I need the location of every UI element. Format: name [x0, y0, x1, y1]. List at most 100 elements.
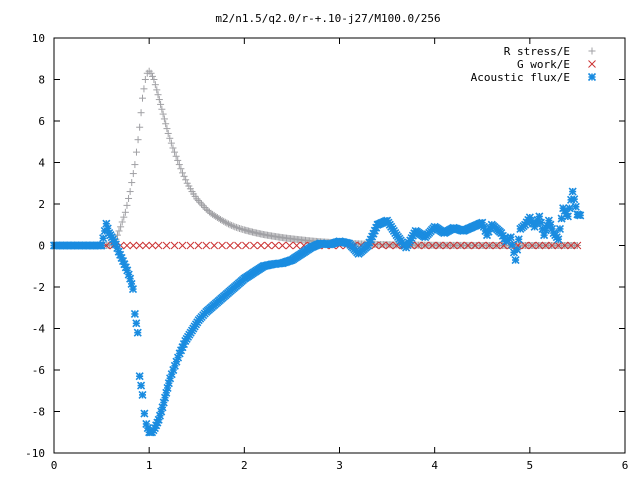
data-point — [223, 219, 231, 227]
data-point — [121, 208, 129, 216]
x-tick-label: 2 — [241, 459, 248, 472]
data-point — [385, 241, 394, 250]
data-point — [560, 241, 569, 250]
data-point — [158, 105, 166, 113]
data-point — [535, 241, 544, 250]
y-tick-label: -10 — [25, 447, 45, 460]
data-point — [264, 241, 272, 250]
data-point — [174, 156, 182, 164]
data-point — [177, 165, 185, 173]
y-tick-label: 8 — [38, 74, 45, 87]
data-point — [471, 241, 479, 250]
data-point — [162, 120, 170, 128]
data-point — [521, 241, 529, 250]
data-point — [576, 211, 585, 220]
data-point — [199, 202, 207, 210]
data-point — [141, 76, 149, 83]
data-series — [49, 67, 585, 437]
data-point — [170, 241, 179, 250]
data-point — [123, 241, 131, 250]
data-point — [292, 241, 301, 250]
series-2 — [49, 187, 585, 437]
data-point — [163, 125, 171, 133]
legend-label: R stress/E — [504, 45, 570, 58]
data-point — [186, 241, 195, 250]
data-point — [154, 91, 162, 99]
data-point — [541, 241, 550, 250]
x-tick-label: 4 — [431, 459, 438, 472]
data-point — [210, 241, 219, 250]
data-point — [506, 233, 515, 242]
data-point — [137, 109, 145, 117]
data-point — [180, 172, 188, 180]
data-point — [169, 144, 177, 152]
data-point — [201, 203, 209, 211]
data-point — [148, 241, 157, 250]
y-tick-label: 10 — [32, 32, 45, 45]
data-point — [160, 115, 168, 123]
legend-marker — [588, 47, 596, 55]
data-point — [554, 241, 563, 250]
data-point — [178, 241, 187, 250]
data-point — [570, 195, 579, 204]
data-point — [137, 381, 146, 390]
data-point — [511, 255, 520, 265]
x-tick-label: 1 — [146, 459, 153, 472]
y-tick-label: -8 — [32, 406, 45, 419]
data-point — [127, 279, 136, 288]
data-point — [194, 241, 203, 250]
data-point — [202, 241, 211, 250]
data-point — [130, 309, 139, 319]
legend-label: G work/E — [517, 58, 570, 71]
data-point — [123, 201, 131, 209]
data-point — [278, 241, 287, 250]
data-point — [97, 241, 106, 250]
data-point — [193, 195, 201, 203]
y-tick-label: 2 — [38, 198, 45, 211]
data-point — [172, 152, 180, 160]
data-point — [159, 110, 167, 118]
data-point — [132, 148, 140, 156]
data-point — [154, 241, 163, 250]
data-point — [242, 241, 250, 250]
x-tick-label: 3 — [336, 459, 343, 472]
y-tick-label: -6 — [32, 364, 45, 377]
data-point — [249, 241, 258, 250]
data-point — [555, 224, 565, 233]
data-point — [485, 241, 494, 250]
data-point — [171, 148, 179, 156]
data-point — [113, 231, 121, 239]
data-point — [257, 241, 265, 250]
data-point — [148, 72, 156, 80]
data-point — [175, 161, 183, 169]
data-point — [135, 241, 144, 250]
data-point — [571, 202, 580, 211]
data-point — [478, 241, 487, 250]
data-point — [554, 235, 563, 244]
data-point — [449, 241, 458, 250]
data-point — [128, 285, 138, 294]
data-point — [563, 212, 572, 221]
data-point — [428, 241, 437, 250]
data-point — [150, 76, 158, 83]
data-point — [198, 200, 206, 208]
data-point — [129, 241, 138, 250]
data-point — [126, 274, 135, 283]
data-point — [138, 390, 147, 399]
y-tick-label: -2 — [32, 281, 45, 294]
data-point — [226, 241, 234, 250]
data-point — [573, 241, 582, 250]
data-point — [513, 245, 522, 254]
x-tick-label: 0 — [51, 459, 58, 472]
data-point — [129, 170, 137, 178]
data-point — [135, 372, 144, 381]
data-point — [234, 241, 242, 250]
data-point — [151, 81, 159, 89]
data-point — [548, 241, 556, 250]
y-tick-label: 6 — [38, 115, 45, 128]
data-point — [414, 241, 422, 250]
plot-frame — [53, 37, 626, 454]
chart-title: m2/n1.5/q2.0/r-+.10-j27/M100.0/256 — [215, 12, 440, 25]
